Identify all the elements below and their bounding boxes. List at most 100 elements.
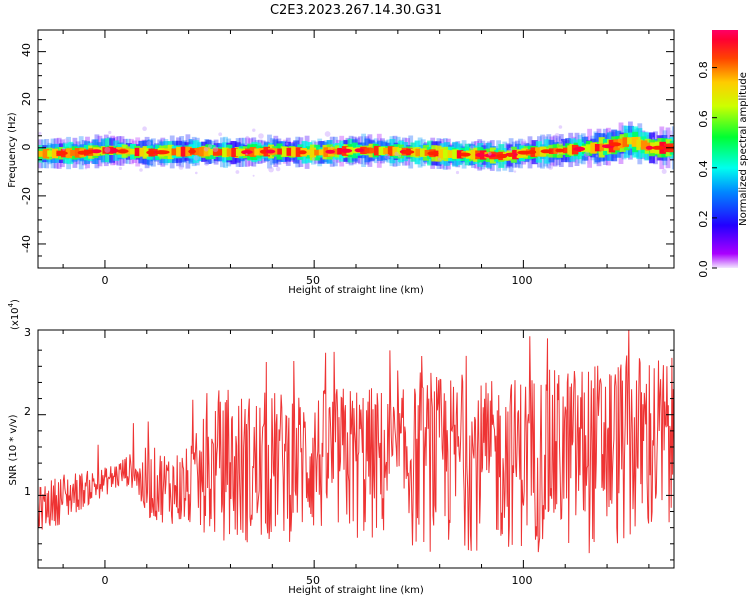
heatmap-speckle xyxy=(193,155,200,161)
heatmap-speckle xyxy=(178,164,184,170)
heatmap-peak xyxy=(108,148,119,153)
heatmap-cell-l3 xyxy=(286,147,293,156)
heatmap-peak xyxy=(475,153,485,157)
heatmap-cell-l3 xyxy=(369,147,376,154)
heatmap-cell-l3 xyxy=(535,147,542,157)
x-tick-label-bot-2: 100 xyxy=(512,574,533,587)
heatmap-cell-l3 xyxy=(318,149,326,156)
heatmap-cell-l3 xyxy=(176,146,183,157)
heatmap-cell-l3 xyxy=(567,145,574,155)
colorbar: 0.0 0.2 0.4 0.6 0.8 Normalized spectral … xyxy=(697,30,749,278)
heatmap-speckle xyxy=(252,128,256,132)
heatmap-cell-l3 xyxy=(337,148,344,155)
heatmap-speckle xyxy=(554,133,560,139)
heatmap-speckle xyxy=(508,147,513,152)
heatmap-peak xyxy=(645,145,654,150)
x-axis-label-bot: Height of straight line (km) xyxy=(288,585,424,596)
heatmap-cell-l3 xyxy=(585,144,593,153)
heatmap-cell-l3 xyxy=(309,147,317,158)
heatmap-speckle xyxy=(84,166,88,170)
heatmap-peak xyxy=(77,150,87,155)
heatmap-cell-l3 xyxy=(42,148,50,159)
heatmap-cell-l3 xyxy=(139,147,146,157)
snr-panel: 0 50 100 1 2 3 Height of straight line (… xyxy=(7,299,675,596)
heatmap-speckle xyxy=(332,158,336,163)
heatmap-peak xyxy=(460,152,471,157)
x-tick-label-top-0: 0 xyxy=(102,274,109,287)
heatmap-cell-l3 xyxy=(171,148,178,156)
heatmap-cell-l3 xyxy=(383,147,390,155)
heatmap-speckle xyxy=(203,147,209,152)
heatmap-speckle xyxy=(570,135,574,140)
heatmap-cell-l3 xyxy=(392,146,399,156)
colorbar-tick-label-4: 0.8 xyxy=(697,61,710,79)
scale-factor-text: (x10 xyxy=(10,307,21,330)
heatmap-cell-l3 xyxy=(208,148,215,156)
heatmap-speckle xyxy=(195,171,198,175)
heatmap-speckle xyxy=(558,140,563,146)
heatmap-speckle xyxy=(245,135,250,140)
heatmap-cell-l3 xyxy=(622,137,629,147)
heatmap-speckle xyxy=(212,146,219,153)
heatmap-peak xyxy=(497,154,507,159)
heatmap-speckle xyxy=(245,153,248,156)
heatmap-cell-l3 xyxy=(420,148,427,157)
scale-factor-exp: 4 xyxy=(7,302,15,307)
heatmap-speckle xyxy=(324,131,331,137)
heatmap-speckle xyxy=(558,125,563,129)
heatmap-cell-l3 xyxy=(452,149,459,159)
heatmap-peak xyxy=(354,148,365,153)
heatmap-speckle xyxy=(146,141,152,146)
colorbar-ticks xyxy=(712,67,717,269)
heatmap-speckle xyxy=(661,169,667,174)
heatmap-cell-l3 xyxy=(70,150,77,156)
heatmap-speckle xyxy=(104,146,111,153)
scale-factor-close: ) xyxy=(10,299,21,303)
heatmap-peak xyxy=(609,142,622,147)
heatmap-cell-l3 xyxy=(636,139,643,148)
heatmap-cell-l3 xyxy=(130,148,137,155)
heatmap-peak xyxy=(555,148,565,153)
heatmap-peak xyxy=(517,150,531,155)
heatmap-cell-l3 xyxy=(378,146,386,155)
heatmap-peak xyxy=(527,150,537,155)
heatmap-peak xyxy=(325,149,336,154)
heatmap-cell-l3 xyxy=(134,147,142,156)
heatmap-speckle xyxy=(520,139,527,146)
heatmap-speckle xyxy=(252,174,255,177)
heatmap-cell-l3 xyxy=(222,147,229,158)
heatmap-peak xyxy=(90,149,102,154)
x-axis-label-top: Height of straight line (km) xyxy=(288,285,424,296)
heatmap-speckle xyxy=(586,160,591,165)
heatmap-cell-l3 xyxy=(364,147,372,154)
heatmap-speckle xyxy=(541,134,547,140)
heatmap-speckle xyxy=(204,161,210,167)
heatmap-peak xyxy=(575,146,586,151)
y-tick-label-top-2: 0 xyxy=(20,144,33,151)
snr-ticks xyxy=(38,330,674,568)
heatmap-peak xyxy=(265,149,276,154)
heatmap-cell-l3 xyxy=(627,137,634,145)
heatmap-cell-l3 xyxy=(47,150,54,157)
colorbar-tick-label-1: 0.2 xyxy=(697,210,710,228)
heatmap-speckle xyxy=(488,152,492,156)
heatmap-peak xyxy=(298,150,307,155)
heatmap-cell-l3 xyxy=(277,148,284,155)
heatmap-speckle xyxy=(258,133,264,139)
heatmap-cell-l3 xyxy=(640,140,648,150)
heatmap-cell-l3 xyxy=(548,148,556,154)
y-tick-label-top-3: -20 xyxy=(20,187,33,205)
heatmap-speckle xyxy=(384,153,391,160)
heatmap-speckle xyxy=(397,154,401,158)
heatmap-speckle xyxy=(330,146,333,149)
heatmap-speckle xyxy=(394,151,399,157)
heatmap-cell-l3 xyxy=(447,150,455,158)
y-tick-label-top-1: 20 xyxy=(20,92,33,106)
heatmap-speckle xyxy=(261,143,264,146)
x-tick-label-bot-1: 50 xyxy=(306,574,320,587)
heatmap-peak xyxy=(401,150,415,154)
heatmap-speckle xyxy=(62,147,66,151)
heatmap-cell-l3 xyxy=(235,148,243,157)
heatmap-speckle xyxy=(595,154,598,158)
heatmap-speckle xyxy=(652,137,655,140)
